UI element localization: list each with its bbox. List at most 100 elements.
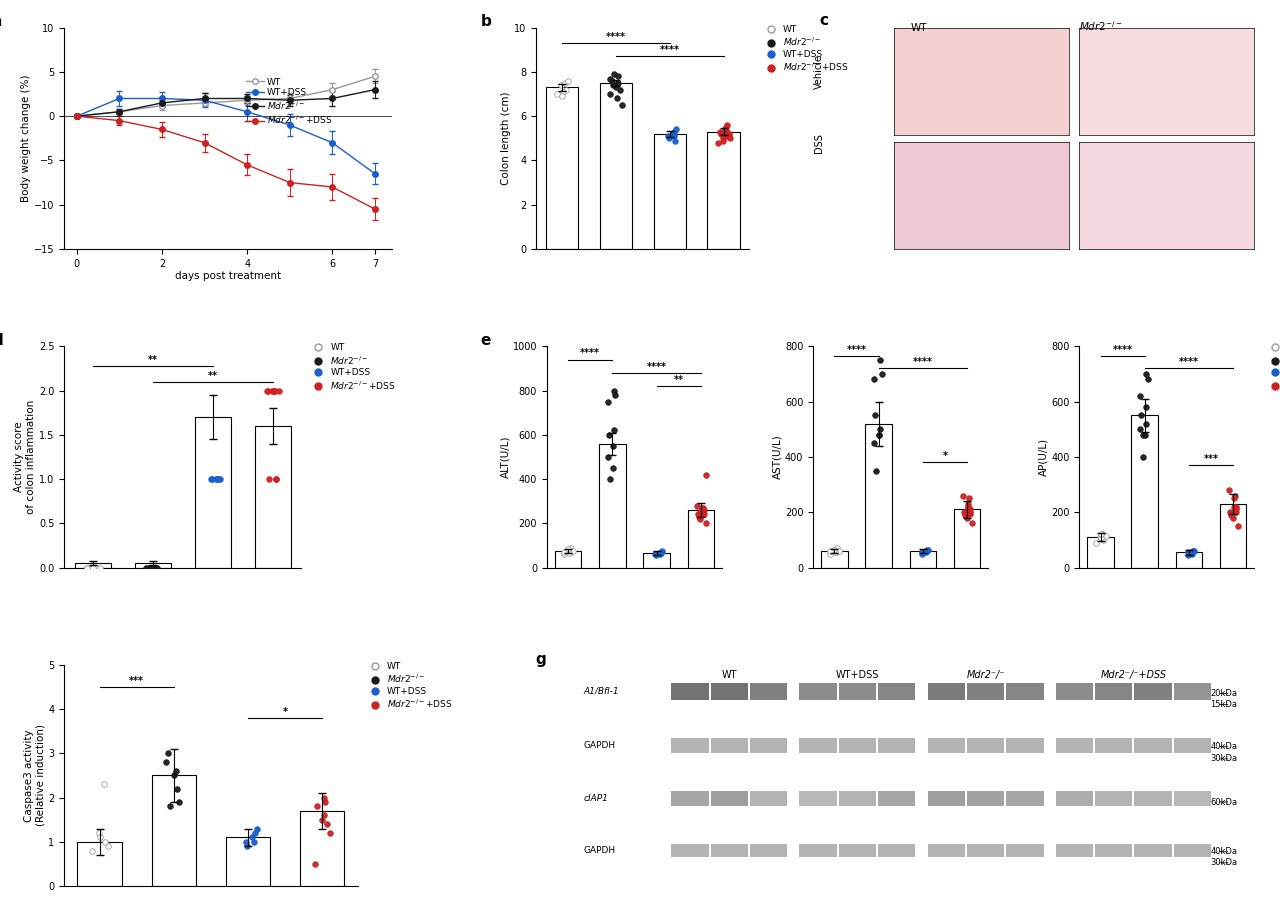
Point xyxy=(547,87,567,102)
Text: $Mdr2^{-/-}$: $Mdr2^{-/-}$ xyxy=(1079,19,1123,33)
Bar xyxy=(74,563,111,568)
Point xyxy=(1178,547,1198,562)
Point xyxy=(1093,533,1114,547)
Point xyxy=(827,545,847,559)
Point xyxy=(918,542,938,557)
Point xyxy=(915,544,936,558)
Point xyxy=(717,128,737,143)
Point xyxy=(1130,389,1151,403)
Point xyxy=(557,543,577,557)
Point xyxy=(1091,531,1111,545)
Point xyxy=(1135,400,1156,414)
Point xyxy=(692,500,713,515)
Point xyxy=(201,472,221,486)
Text: 40kDa: 40kDa xyxy=(1211,742,1238,751)
Point xyxy=(645,546,666,561)
Bar xyxy=(671,682,709,701)
Point xyxy=(160,799,180,814)
Point xyxy=(827,541,847,556)
Text: 30kDa: 30kDa xyxy=(1211,858,1238,868)
Bar xyxy=(710,682,748,701)
Point xyxy=(1184,544,1204,558)
Point xyxy=(553,545,573,559)
Point xyxy=(236,834,256,849)
Point xyxy=(864,436,884,450)
Bar xyxy=(865,424,892,568)
Point xyxy=(90,830,110,845)
Point xyxy=(604,66,625,81)
Point xyxy=(650,545,671,560)
Text: WT: WT xyxy=(722,670,737,680)
Point xyxy=(645,548,666,563)
Point xyxy=(1137,366,1157,381)
Point xyxy=(1133,427,1153,442)
Point xyxy=(257,383,278,398)
Point xyxy=(550,78,571,92)
Point xyxy=(957,497,978,511)
Bar xyxy=(1134,737,1171,753)
Text: ****: **** xyxy=(1112,345,1133,354)
Bar xyxy=(1174,844,1211,857)
Point xyxy=(603,78,623,92)
Point xyxy=(652,544,672,558)
Point xyxy=(166,782,187,797)
Bar xyxy=(134,563,170,568)
Point xyxy=(709,125,730,139)
Bar xyxy=(838,737,876,753)
Point xyxy=(600,87,621,102)
Text: ***: *** xyxy=(1203,454,1219,464)
Point xyxy=(164,768,184,783)
Bar xyxy=(600,83,632,249)
Bar xyxy=(77,842,122,886)
Text: Vehicle: Vehicle xyxy=(814,54,824,90)
Text: g: g xyxy=(536,652,547,666)
Y-axis label: Body weight change (%): Body weight change (%) xyxy=(20,75,31,202)
Bar xyxy=(966,682,1005,701)
Bar xyxy=(966,844,1005,857)
Point xyxy=(1228,519,1248,533)
Point xyxy=(269,383,289,398)
Point xyxy=(242,830,262,845)
Text: DSS: DSS xyxy=(814,133,824,153)
Bar xyxy=(1006,737,1043,753)
Bar xyxy=(1096,844,1133,857)
Point xyxy=(664,133,685,148)
Legend: WT, WT+DSS, $Mdr2^{-/-}$, $Mdr2^{-/-}$+DSS: WT, WT+DSS, $Mdr2^{-/-}$, $Mdr2^{-/-}$+D… xyxy=(242,74,337,129)
Bar xyxy=(545,88,579,249)
Text: *: * xyxy=(942,451,947,462)
Bar xyxy=(255,426,291,568)
Point xyxy=(690,511,710,526)
Point xyxy=(201,472,221,486)
Point xyxy=(650,545,671,559)
Text: Mdr2⁻/⁻: Mdr2⁻/⁻ xyxy=(966,670,1005,680)
Point xyxy=(959,499,979,514)
Point xyxy=(1130,422,1151,437)
Point xyxy=(147,560,168,575)
Text: GAPDH: GAPDH xyxy=(584,846,616,856)
Point xyxy=(86,560,106,575)
Bar xyxy=(671,791,709,807)
Bar xyxy=(910,551,936,568)
Bar xyxy=(1087,537,1114,568)
Point xyxy=(604,423,625,438)
Point xyxy=(658,128,678,143)
Bar xyxy=(954,509,980,568)
Bar xyxy=(1174,682,1211,701)
Point xyxy=(207,472,228,486)
Text: 30kDa: 30kDa xyxy=(1211,754,1238,763)
X-axis label: days post treatment: days post treatment xyxy=(175,271,282,282)
Bar xyxy=(1134,791,1171,807)
Point xyxy=(916,542,937,557)
Text: ****: **** xyxy=(659,45,680,55)
Point xyxy=(266,472,287,486)
Bar xyxy=(878,682,915,701)
Text: ****: **** xyxy=(580,349,600,358)
Point xyxy=(870,353,891,367)
Point xyxy=(603,438,623,453)
Point xyxy=(209,472,229,486)
Point xyxy=(156,755,177,770)
Bar xyxy=(300,811,344,886)
Point xyxy=(691,505,712,520)
Point xyxy=(649,545,669,560)
Bar xyxy=(838,844,876,857)
